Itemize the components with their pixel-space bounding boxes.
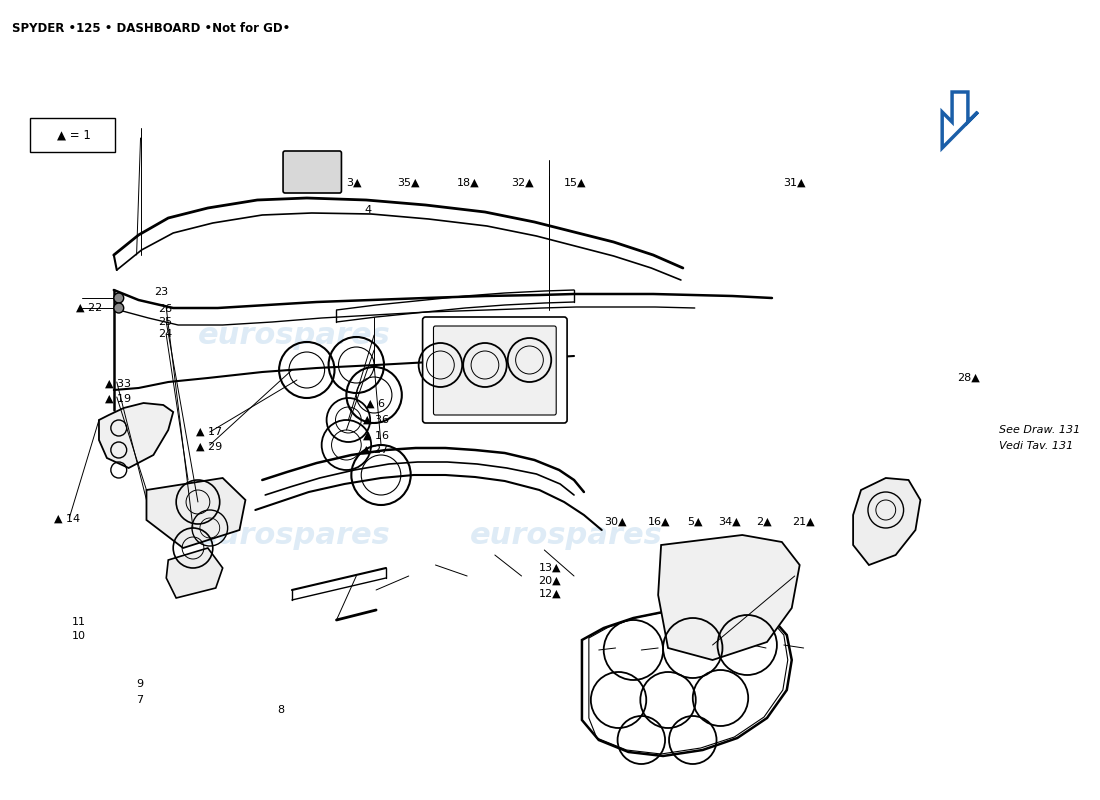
Polygon shape [582, 608, 792, 756]
Text: eurospares: eurospares [198, 322, 390, 350]
Text: 15▲: 15▲ [563, 178, 586, 187]
Text: ▲ 14: ▲ 14 [54, 514, 80, 523]
Polygon shape [854, 478, 921, 565]
FancyBboxPatch shape [283, 151, 341, 193]
Text: ▲ 22: ▲ 22 [76, 303, 102, 313]
Text: 31▲: 31▲ [783, 178, 806, 187]
Text: 2▲: 2▲ [757, 517, 772, 526]
Text: 20▲: 20▲ [539, 576, 561, 586]
Text: ▲ 29: ▲ 29 [196, 442, 222, 451]
Text: 5▲: 5▲ [686, 517, 702, 526]
Text: Vedi Tav. 131: Vedi Tav. 131 [1000, 442, 1074, 451]
Polygon shape [166, 548, 222, 598]
Text: 35▲: 35▲ [397, 178, 419, 187]
Text: 11: 11 [72, 618, 86, 627]
Text: 34▲: 34▲ [718, 517, 740, 526]
Text: 26: 26 [158, 304, 173, 314]
Text: ▲ = 1: ▲ = 1 [57, 129, 91, 142]
Text: SPYDER •125 • DASHBOARD •Not for GD•: SPYDER •125 • DASHBOARD •Not for GD• [12, 22, 290, 35]
Text: 32▲: 32▲ [512, 178, 534, 187]
Circle shape [113, 293, 123, 303]
Text: 4: 4 [364, 205, 372, 214]
Polygon shape [943, 92, 978, 148]
Text: 3▲: 3▲ [346, 178, 362, 187]
Text: eurospares: eurospares [198, 522, 390, 550]
Text: 28▲: 28▲ [957, 373, 980, 382]
Text: 7: 7 [135, 695, 143, 705]
Text: 21▲: 21▲ [792, 517, 815, 526]
Polygon shape [146, 478, 245, 548]
Text: ▲ 36: ▲ 36 [363, 415, 388, 425]
Text: ▲ 19: ▲ 19 [104, 394, 131, 403]
Text: eurospares: eurospares [470, 522, 662, 550]
Text: 23: 23 [154, 287, 168, 297]
Text: 16▲: 16▲ [648, 517, 670, 526]
Text: ▲ 16: ▲ 16 [363, 431, 388, 441]
Text: 8: 8 [277, 706, 285, 715]
FancyBboxPatch shape [433, 326, 557, 415]
Text: 13▲: 13▲ [539, 563, 561, 573]
Text: ▲ 17: ▲ 17 [196, 427, 222, 437]
Text: 25: 25 [158, 317, 173, 326]
Polygon shape [658, 535, 800, 660]
Text: ▲ 27: ▲ 27 [363, 445, 388, 454]
Text: 18▲: 18▲ [456, 178, 480, 187]
Polygon shape [99, 403, 173, 468]
Text: 24: 24 [158, 330, 173, 339]
Text: ▲ 6: ▲ 6 [366, 399, 385, 409]
FancyBboxPatch shape [31, 118, 116, 152]
Text: 12▲: 12▲ [539, 589, 561, 598]
Text: 30▲: 30▲ [604, 517, 626, 526]
Text: ▲ 33: ▲ 33 [104, 379, 131, 389]
FancyBboxPatch shape [422, 317, 568, 423]
Text: 10: 10 [72, 631, 86, 641]
Text: See Draw. 131: See Draw. 131 [1000, 426, 1080, 435]
Text: 9: 9 [135, 679, 143, 689]
Circle shape [113, 303, 123, 313]
